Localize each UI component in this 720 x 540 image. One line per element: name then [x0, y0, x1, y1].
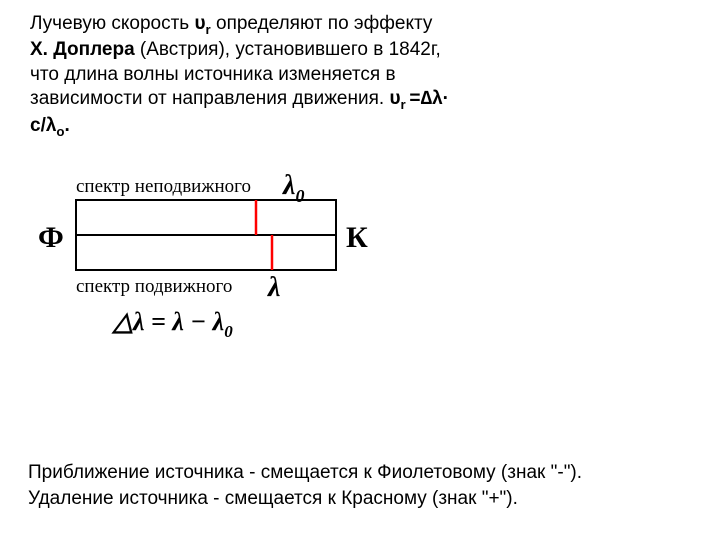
text: определяют по эффекту: [211, 13, 433, 34]
red-letter: К: [346, 221, 368, 254]
doppler-name: Х. Доплера: [30, 39, 135, 60]
text: (Австрия), установившего в 1842г,: [135, 39, 441, 60]
formula-c-lambda: c/λо.: [30, 115, 70, 136]
label-stationary-spectrum: спектр неподвижного: [76, 176, 251, 197]
text: что длина волны источника изменяется в: [30, 64, 396, 85]
delta-lambda-formula: △λ = λ − λ0: [111, 307, 233, 341]
label-moving-spectrum: спектр подвижного: [76, 276, 232, 297]
doppler-spectrum-diagram: спектр неподвижного λ0 Ф К спектр подвиж…: [28, 170, 398, 370]
summary-paragraph: Приближение источника - смещается к Фиол…: [28, 460, 582, 511]
vr-symbol: υr: [194, 13, 210, 34]
intro-paragraph: Лучевую скорость υr определяют по эффект…: [30, 12, 550, 140]
approach-text: Приближение источника - смещается к Фиол…: [28, 462, 582, 483]
lambda-label: λ: [267, 272, 280, 303]
text: зависимости от направления движения.: [30, 88, 389, 109]
text: Лучевую скорость: [30, 13, 194, 34]
recede-text: Удаление источника - смещается к Красном…: [28, 488, 518, 509]
violet-letter: Ф: [38, 221, 64, 254]
formula-vr: υr =∆λ·: [389, 88, 449, 109]
